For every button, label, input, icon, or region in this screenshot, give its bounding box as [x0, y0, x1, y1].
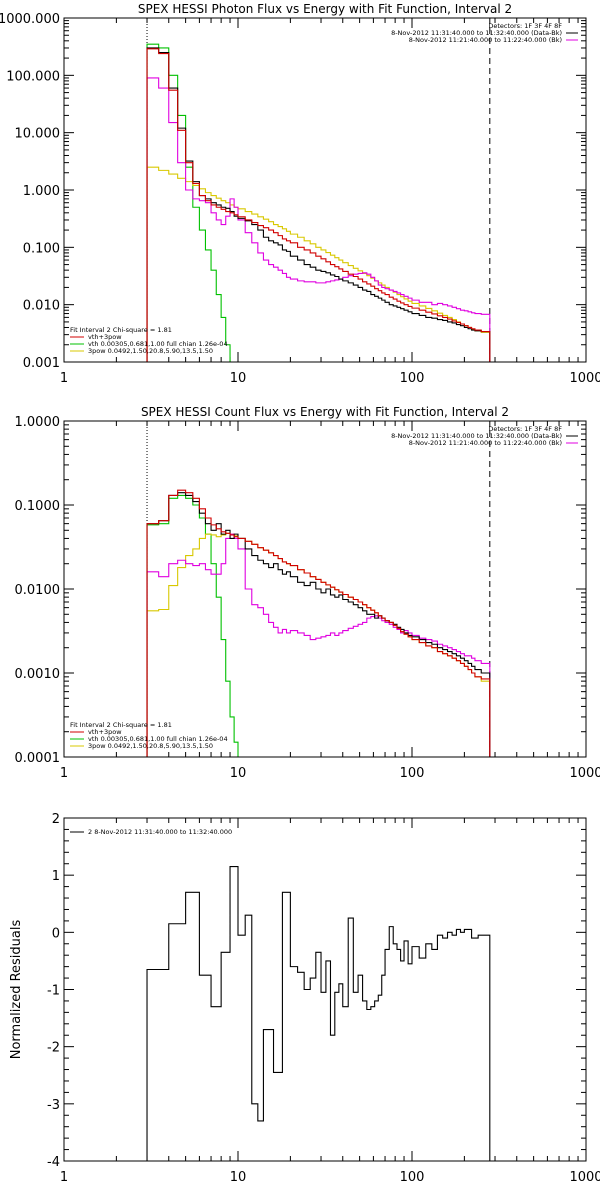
legend-bottom-entry: vth+3pow — [88, 333, 122, 341]
series-vth — [146, 43, 252, 362]
legend-bottom-entry: vth 0.00305,0.681,1.00 full chian 1.26e-… — [88, 735, 228, 743]
chart-panel-3: Normalized Residuals 1 10 100 1000 -4 -3 -2 -1 0 1… — [9, 812, 600, 1185]
series-3pow — [146, 532, 491, 757]
x-tick-label: 1 — [60, 766, 68, 781]
x-tick-label: 1 — [60, 371, 68, 386]
x-tick-label: 10 — [230, 1170, 247, 1185]
y-tick-label: -4 — [47, 1155, 60, 1170]
y-tick-label: 2 — [52, 812, 60, 827]
series-group — [146, 866, 491, 1161]
y-tick-label: -1 — [47, 984, 60, 999]
y-tick-label: 0.0100 — [15, 583, 61, 598]
y-tick-label: 1000.000 — [0, 12, 60, 27]
plot-frame — [63, 17, 587, 363]
y-tick-label: 1.000 — [23, 184, 60, 199]
legend-bottom-entry: vth+3pow — [88, 728, 122, 736]
legend-top-entry: Detectors: 1F 3F 4F 8F — [488, 425, 562, 433]
y-tick-label: 0.100 — [23, 241, 60, 256]
legend-top-entry: 8-Nov-2012 11:31:40.000 to 11:32:40.000 … — [391, 432, 562, 440]
series-group — [146, 489, 491, 757]
x-tick-label: 10 — [230, 766, 247, 781]
y-tick-label: 1 — [52, 869, 60, 884]
chart-title: SPEX HESSI Count Flux vs Energy with Fit… — [141, 405, 509, 419]
series-3pow — [146, 166, 491, 362]
x-tick-label: 100 — [400, 766, 425, 781]
y-tick-label: -3 — [47, 1098, 60, 1113]
chart-panel-1: SPEX HESSI Photon Flux vs Energy with Fi… — [0, 2, 600, 386]
series-data-bk — [146, 492, 491, 757]
legend-bottom-entry: 3pow 0.0492,1.50,20.8,5.90,13.5,1.50 — [88, 742, 213, 750]
x-tick-label: 100 — [400, 371, 425, 386]
series-vth-3pow — [146, 489, 491, 757]
y-tick-label: 0.0010 — [15, 667, 61, 682]
legend-bottom-header: Fit Interval 2 Chi-square = 1.81 — [70, 721, 172, 729]
legend-bottom-entry: vth 0.00305,0.681,1.00 full chian 1.26e-… — [88, 340, 228, 348]
y-tick-label: 0.001 — [23, 356, 60, 371]
legend-entry: 2 8-Nov-2012 11:31:40.000 to 11:32:40.00… — [88, 828, 232, 836]
series-group — [146, 43, 491, 362]
legend-top-entry: Detectors: 1F 3F 4F 8F — [488, 22, 562, 30]
x-tick-label: 1000 — [569, 1170, 600, 1185]
x-tick-label: 1 — [60, 1170, 68, 1185]
legend-bottom-entry: 3pow 0.0492,1.50,20.8,5.90,13.5,1.50 — [88, 347, 213, 355]
y-tick-label: -2 — [47, 1041, 60, 1056]
y-tick-label: 0.010 — [23, 299, 60, 314]
x-tick-label: 1000 — [569, 766, 600, 781]
legend-top-entry: 8-Nov-2012 11:21:40.000 to 11:22:40.000 … — [409, 439, 562, 447]
plot-frame — [63, 817, 587, 1162]
x-tick-label: 100 — [400, 1170, 425, 1185]
legend-top-entry: 8-Nov-2012 11:21:40.000 to 11:22:40.000 … — [409, 36, 562, 44]
y-tick-label: 0.0001 — [15, 751, 61, 766]
series-residuals — [146, 866, 491, 1161]
series-data-bk — [146, 47, 491, 362]
series-bk — [146, 533, 491, 757]
y-tick-label: 100.000 — [6, 69, 60, 84]
y-tick-label: 0.1000 — [15, 499, 61, 514]
x-tick-label: 1000 — [569, 371, 600, 386]
plot-frame — [63, 420, 587, 758]
y-tick-label: 1.0000 — [15, 415, 61, 430]
x-tick-label: 10 — [230, 371, 247, 386]
legend-bottom-header: Fit Interval 2 Chi-square = 1.81 — [70, 326, 172, 334]
series-vth-3pow — [146, 48, 491, 362]
chart-title: SPEX HESSI Photon Flux vs Energy with Fi… — [138, 2, 512, 16]
legend-top-entry: 8-Nov-2012 11:31:40.000 to 11:32:40.000 … — [391, 29, 562, 37]
y-axis-label: Normalized Residuals — [9, 920, 24, 1060]
chart-panel-2: SPEX HESSI Count Flux vs Energy with Fit… — [15, 405, 600, 781]
y-tick-label: 10.000 — [15, 127, 61, 142]
y-tick-label: 0 — [52, 926, 60, 941]
